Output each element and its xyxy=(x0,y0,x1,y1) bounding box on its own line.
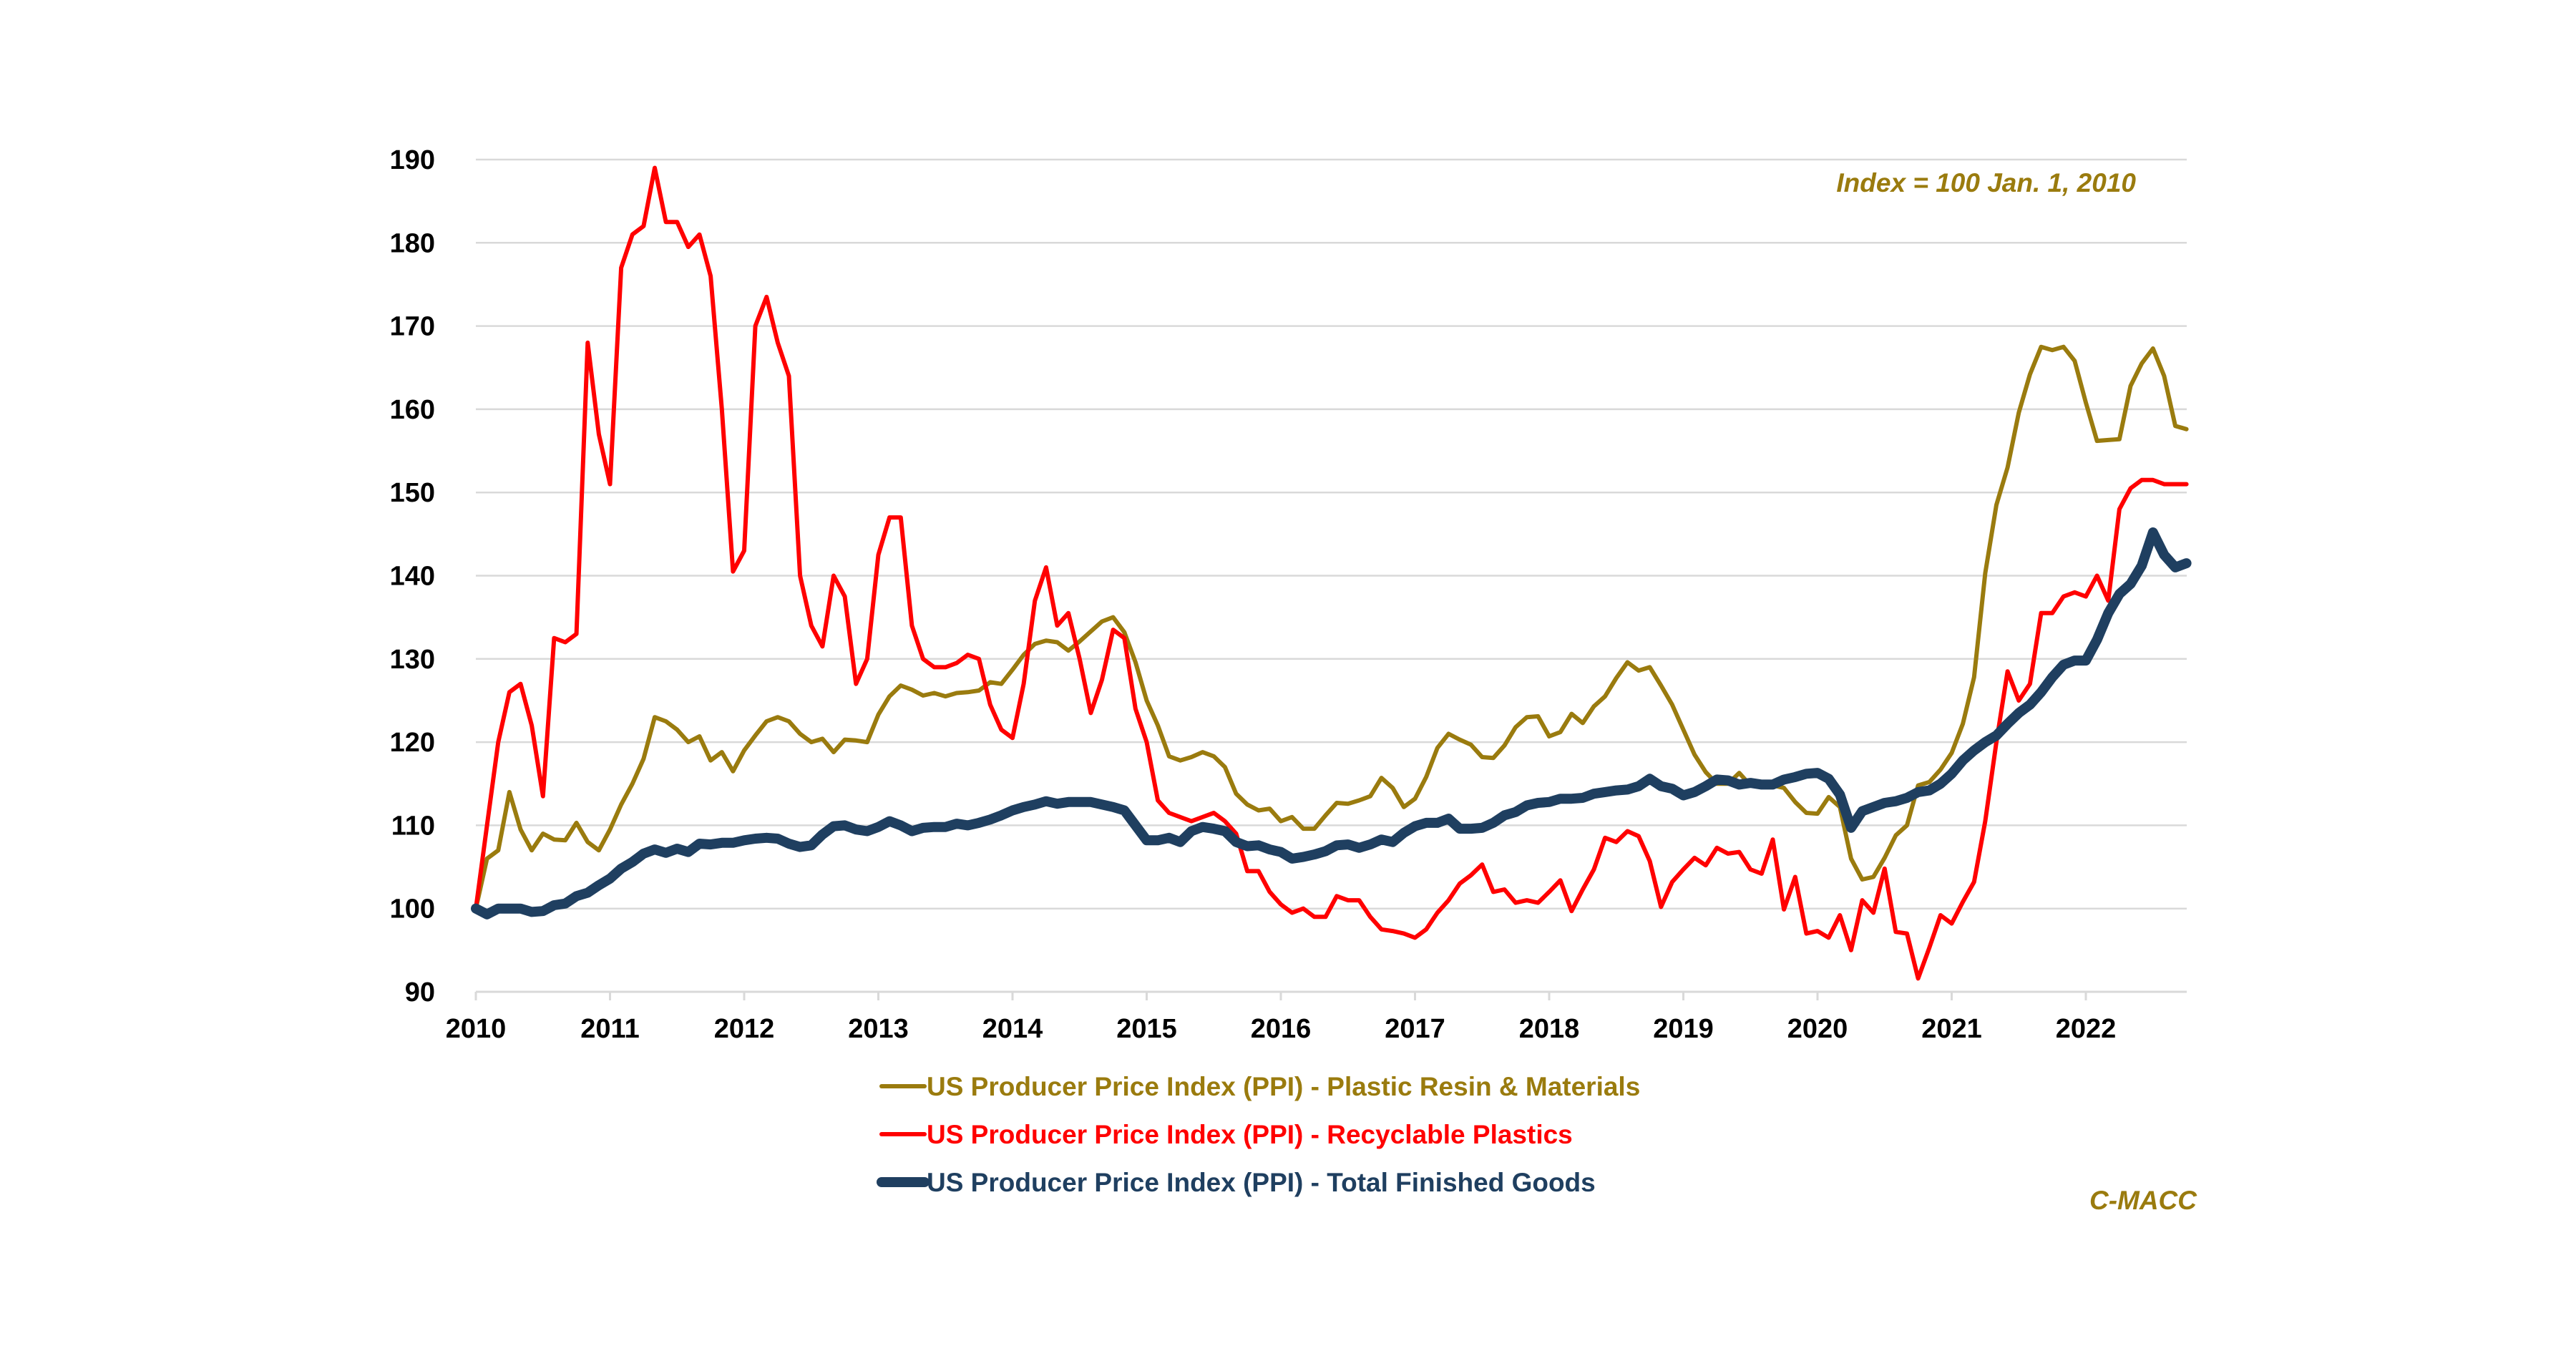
legend-label: US Producer Price Index (PPI) - Total Fi… xyxy=(927,1168,1596,1197)
y-tick-label: 130 xyxy=(390,645,435,675)
x-tick-label: 2016 xyxy=(1251,1014,1312,1044)
y-tick-label: 120 xyxy=(390,728,435,758)
series-line-2 xyxy=(471,527,2192,920)
y-tick-label: 140 xyxy=(390,562,435,592)
y-tick-label: 90 xyxy=(405,977,435,1008)
gridlines xyxy=(476,158,2187,993)
x-tick-label: 2010 xyxy=(446,1014,507,1044)
x-tick-label: 2019 xyxy=(1653,1014,1714,1044)
index-annotation: Index = 100 Jan. 1, 2010 xyxy=(1836,168,2136,197)
legend-label: US Producer Price Index (PPI) - Plastic … xyxy=(927,1072,1640,1101)
legend: US Producer Price Index (PPI) - Plastic … xyxy=(877,1072,1640,1197)
x-tick-label: 2015 xyxy=(1116,1014,1177,1044)
legend-item: US Producer Price Index (PPI) - Total Fi… xyxy=(877,1168,1596,1197)
x-tick-label: 2020 xyxy=(1787,1014,1848,1044)
y-tick-label: 110 xyxy=(391,811,435,841)
series-line-0 xyxy=(474,344,2189,911)
legend-item: US Producer Price Index (PPI) - Recyclab… xyxy=(879,1120,1573,1149)
x-tick-label: 2013 xyxy=(848,1014,909,1044)
legend-label: US Producer Price Index (PPI) - Recyclab… xyxy=(927,1120,1573,1149)
x-tick-label: 2017 xyxy=(1385,1014,1445,1044)
y-tick-label: 100 xyxy=(390,894,435,925)
y-tick-label: 170 xyxy=(390,312,435,342)
series-line-1 xyxy=(474,165,2189,981)
source-label: C-MACC xyxy=(2089,1186,2197,1215)
x-tick-label: 2021 xyxy=(1921,1014,1982,1044)
y-axis-ticks: 90 100 110 120 130 140 150 160 170 180 190 xyxy=(390,145,435,1008)
y-tick-label: 150 xyxy=(390,478,435,508)
legend-item: US Producer Price Index (PPI) - Plastic … xyxy=(879,1072,1640,1101)
y-tick-label: 180 xyxy=(390,228,435,258)
x-tick-label: 2014 xyxy=(982,1014,1043,1044)
x-axis-ticks: 2010 2011 2012 2013 2014 2015 2016 2017 2018 2019… xyxy=(446,992,2117,1044)
y-tick-label: 190 xyxy=(390,145,435,175)
x-tick-label: 2022 xyxy=(2056,1014,2117,1044)
series-lines xyxy=(471,165,2192,981)
y-tick-label: 160 xyxy=(390,395,435,425)
x-tick-label: 2011 xyxy=(580,1014,639,1044)
x-tick-label: 2018 xyxy=(1519,1014,1580,1044)
x-tick-label: 2012 xyxy=(714,1014,775,1044)
